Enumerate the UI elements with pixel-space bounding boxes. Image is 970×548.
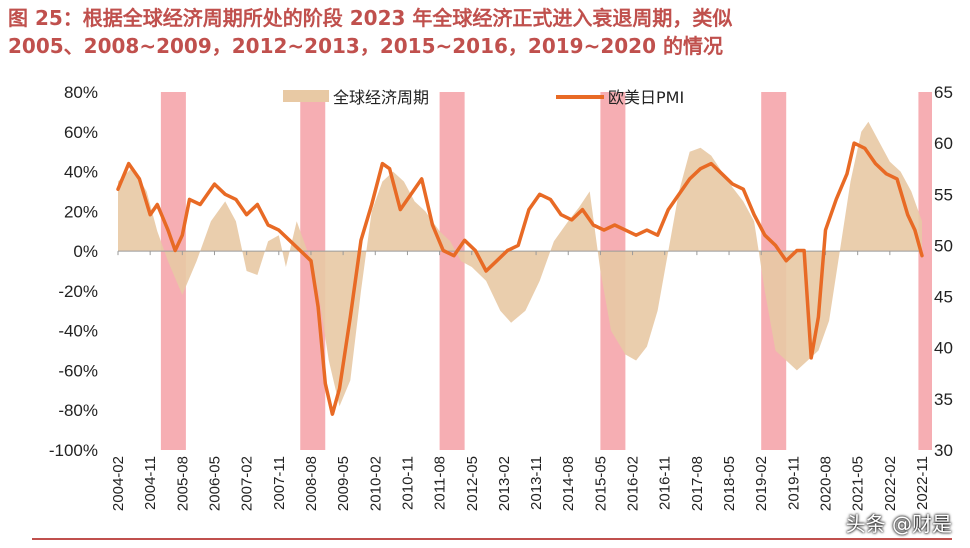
x-axis-tick-label: 2017-08	[689, 456, 706, 511]
x-axis-tick-label: 2018-05	[721, 456, 738, 511]
left-axis-tick-label: 60%	[64, 123, 98, 142]
series-pmi-line	[116, 141, 924, 416]
x-axis-tick-label: 2011-08	[432, 456, 449, 510]
x-axis-tick-label: 2016-02	[625, 456, 642, 511]
x-axis-tick-label: 2005-08	[174, 456, 191, 511]
x-axis-tick-label: 2019-02	[753, 456, 770, 511]
recession-band-3	[439, 92, 465, 450]
x-axis-tick-label: 2013-02	[496, 456, 513, 511]
x-axis-tick-label: 2012-05	[464, 456, 481, 511]
x-axis-tick-label: 2020-08	[818, 456, 835, 511]
x-axis-tick-label: 2010-02	[367, 456, 384, 511]
bottom-divider	[32, 538, 952, 540]
legend-label-pmi: 欧美日PMI	[608, 88, 684, 107]
right-axis-tick-label: 45	[934, 288, 953, 307]
left-axis-tick-label: 20%	[64, 202, 98, 221]
legend-label-global-cycle: 全球经济周期	[333, 88, 429, 107]
x-axis-tick-label: 2010-11	[399, 456, 416, 510]
watermark: 头条 @财是	[845, 512, 952, 536]
x-axis-tick-label: 2007-11	[271, 456, 288, 510]
x-axis-tick-label: 2022-02	[882, 456, 899, 511]
right-axis-tick-label: 50	[934, 236, 953, 255]
x-axis-tick-label: 2019-11	[785, 456, 802, 510]
x-axis-tick-label: 2004-11	[142, 456, 159, 510]
x-axis-tick-label: 2013-11	[528, 456, 545, 510]
right-axis-tick-label: 55	[934, 185, 953, 204]
series-global-cycle-area	[118, 121, 922, 407]
legend-swatch-global-cycle	[283, 90, 329, 102]
left-axis-tick-label: -40%	[58, 322, 98, 341]
x-axis-tick-label: 2022-11	[914, 456, 931, 510]
x-axis-tick-label: 2006-05	[207, 456, 224, 511]
chart-title-line1: 图 25：根据全球经济周期所处的阶段 2023 年全球经济正式进入衰退周期，类似	[8, 6, 733, 30]
left-axis-tick-label: -80%	[58, 401, 98, 420]
recession-band-6	[918, 92, 932, 450]
left-axis-tick-label: 40%	[64, 163, 98, 182]
right-axis-tick-label: 30	[934, 441, 953, 460]
left-axis-tick-label: 80%	[64, 83, 98, 102]
x-axis-tick-label: 2004-02	[110, 456, 127, 511]
left-axis-tick-label: -20%	[58, 282, 98, 301]
left-axis-tick-label: -60%	[58, 361, 98, 380]
x-axis-tick-label: 2014-08	[560, 456, 577, 511]
chart-title: 图 25：根据全球经济周期所处的阶段 2023 年全球经济正式进入衰退周期，类似…	[8, 4, 958, 60]
left-axis-tick-label: -100%	[49, 441, 98, 460]
left-axis-tick-label: 0%	[73, 242, 98, 261]
x-axis-tick-label: 2015-05	[592, 456, 609, 511]
chart-title-line2: 2005、2008~2009，2012~2013，2015~2016，2019~…	[8, 34, 723, 58]
x-axis-tick-label: 2021-05	[850, 456, 867, 511]
x-axis-tick-label: 2008-08	[303, 456, 320, 511]
right-axis-tick-label: 40	[934, 339, 953, 358]
x-axis-tick-label: 2016-11	[657, 456, 674, 510]
x-axis-tick-label: 2007-02	[239, 456, 256, 511]
right-axis-tick-label: 65	[934, 83, 953, 102]
right-axis-tick-label: 35	[934, 390, 953, 409]
x-axis-tick-label: 2009-05	[335, 456, 352, 511]
right-axis-tick-label: 60	[934, 134, 953, 153]
